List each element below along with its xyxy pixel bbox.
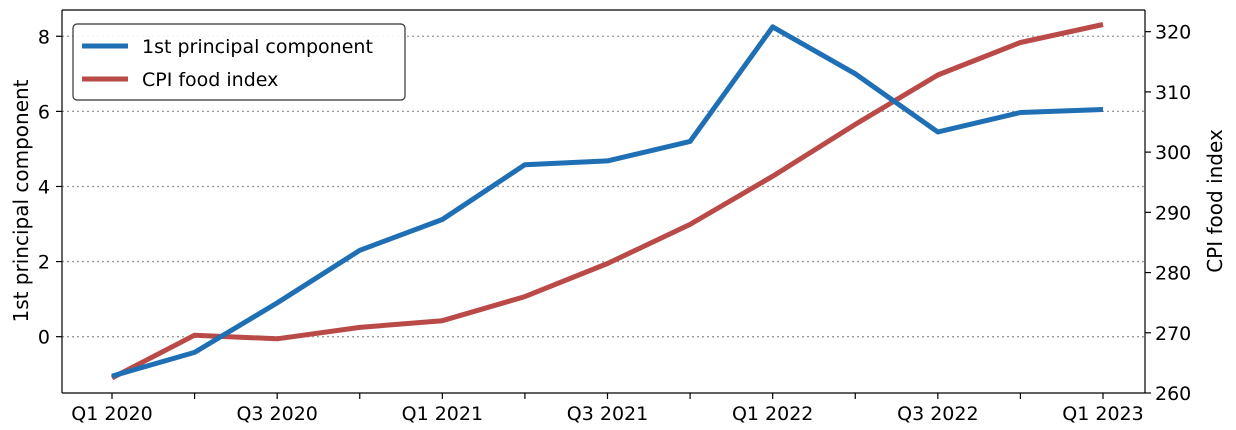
right-tick-label: 300 [1155,142,1191,164]
x-tick-label: Q1 2023 [1062,403,1143,425]
series-line-cpi [110,22,1104,381]
legend-label-pc1: 1st principal component [142,36,373,58]
series-layer [110,22,1104,381]
right-tick-label: 320 [1155,22,1191,44]
legend: 1st principal component CPI food index [72,23,406,101]
series-line-pc1 [111,24,1104,379]
left-axis-title: 1st principal component [9,79,33,322]
x-tick-label: Q3 2021 [567,403,648,425]
right-tick-label: 280 [1155,263,1191,285]
left-tick-label: 0 [38,327,50,349]
legend-label-cpi: CPI food index [142,69,278,91]
right-axis-title: CPI food index [1203,129,1227,273]
left-tick-label: 2 [38,252,50,274]
right-tick-label: 290 [1155,202,1191,224]
x-tick-label: Q1 2021 [402,403,483,425]
x-axis-ticks: Q1 2020 Q3 2020 Q1 2021 Q3 2021 Q1 2022 Q3 20… [71,393,1144,425]
left-tick-label: 6 [38,101,50,123]
legend-box [72,23,406,101]
right-tick-label: 260 [1155,383,1191,405]
right-tick-label: 270 [1155,323,1191,345]
right-axis-ticks: 260 270 280 290 300 310 320 [1145,22,1191,405]
axes [61,9,1146,394]
x-tick-label: Q1 2020 [71,403,152,425]
left-axis-ticks: 0 2 4 6 8 [38,26,62,349]
x-tick-label: Q3 2022 [897,403,978,425]
right-tick-label: 310 [1155,82,1191,104]
left-tick-label: 8 [38,26,50,48]
left-tick-label: 4 [38,176,50,198]
x-tick-label: Q3 2020 [236,403,317,425]
x-tick-label: Q1 2022 [732,403,813,425]
